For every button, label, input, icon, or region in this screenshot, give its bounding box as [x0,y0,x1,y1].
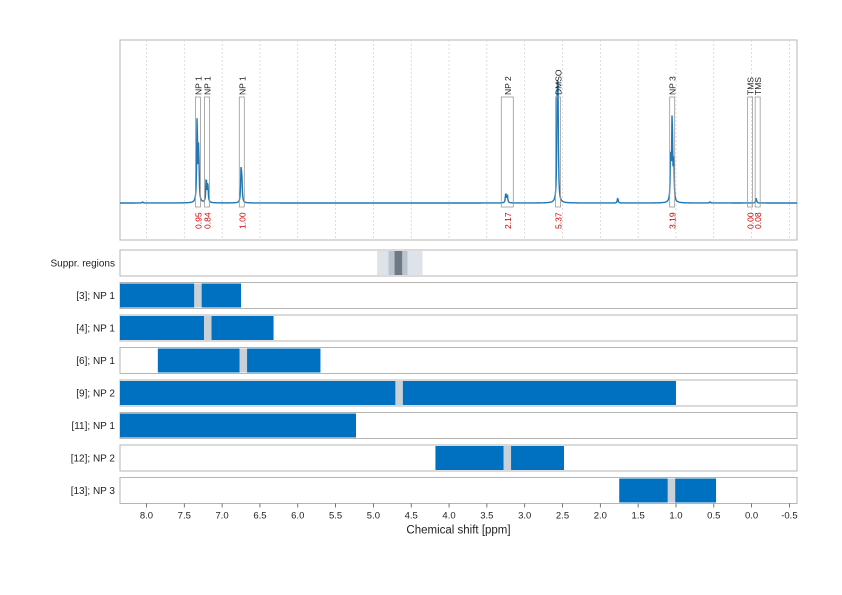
range-row: [3]; NP 1 [76,282,798,309]
range-bar [120,283,242,308]
row-label: Suppr. regions [51,259,116,270]
peak-label: NP 1 [193,76,203,95]
x-axis-label: Chemical shift [ppm] [406,525,510,537]
x-tick-label: 0.0 [745,511,758,522]
peak-label: TMS [746,77,756,95]
row-label: [11]; NP 1 [71,421,115,432]
range-row: [12]; NP 2 [71,444,798,472]
peak-label: NP 1 [202,76,212,95]
row-label: [9]; NP 2 [76,389,115,400]
x-tick-label: 2.5 [556,511,569,522]
x-tick-label: 0.5 [707,511,720,522]
peak-region-box [555,96,561,208]
row-panel [119,249,798,277]
peak-region-box [669,96,676,208]
range-row: [4]; NP 1 [76,314,798,342]
range-marker [194,283,202,308]
range-bar [435,446,565,470]
x-tick-label: 3.0 [518,511,531,522]
peak-label: DMSO [553,69,563,95]
spectrum-panel [119,39,798,241]
peak-annotation: NP 1 0.95 [193,76,203,229]
spectrum-line [120,79,797,204]
row-label: [12]; NP 2 [71,454,116,465]
x-tick-label: 5.5 [329,511,342,522]
range-marker [503,446,512,470]
peak-region-box [204,96,210,208]
x-tick-label: 6.5 [253,511,266,522]
row-label: [3]; NP 1 [76,291,115,302]
x-tick-label: 8.0 [140,511,153,522]
suppression-row: Suppr. regions [51,249,798,277]
range-bar [120,413,357,438]
x-tick-label: 4.0 [442,511,455,522]
range-row: [11]; NP 1 [71,412,798,439]
x-axis: 8.0 7.5 7.0 6.5 6.0 5.5 5.0 4.5 4.0 3.5 3.0 2.5 2.0 1… [140,503,798,537]
suppression-inner [394,251,403,275]
range-marker [395,381,403,405]
peak-annotation: NP 1 0.84 [202,76,212,229]
x-tick-label: 3.5 [480,511,493,522]
x-tick-label: 4.5 [405,511,418,522]
peak-label: NP 1 [237,76,247,95]
integral-value: 1.00 [237,212,247,229]
peak-label: TMS [753,77,763,95]
peak-region-box [747,96,754,208]
range-marker [667,478,676,503]
peak-region-box [238,96,245,208]
x-tick-label: 7.5 [178,511,191,522]
integral-value: 0.00 [746,212,756,229]
x-tick-label: -0.5 [781,511,797,522]
integral-value: 0.08 [753,212,763,229]
peak-annotation: NP 3 3.19 [668,76,678,229]
x-tick-label: 1.5 [632,511,645,522]
row-label: [6]; NP 1 [76,356,115,367]
peak-annotation: DMSO 5.37 [553,69,563,229]
range-marker [239,348,248,373]
integral-value: 0.95 [193,212,203,229]
x-tick-label: 2.0 [594,511,607,522]
integral-value: 2.17 [503,212,513,229]
peak-region-box [754,96,761,208]
range-marker [203,316,212,340]
peak-annotation: TMS 0.08 [753,77,763,229]
peak-region-box [195,96,201,208]
x-tick-label: 6.0 [291,511,304,522]
x-tick-label: 1.0 [669,511,682,522]
range-row: [9]; NP 2 [76,379,798,407]
x-tick-label: 5.0 [367,511,380,522]
row-label: [13]; NP 3 [71,486,116,497]
integral-value: 0.84 [202,212,212,229]
peak-annotations: NP 1 0.95 NP 1 0.84 NP 1 1.00 NP 2 2.17 DMSO 5.37… [193,69,763,229]
peak-annotation: TMS 0.00 [746,77,756,229]
peak-annotation: NP 1 1.00 [237,76,247,229]
integral-value: 5.37 [553,212,563,229]
range-bar [157,348,321,373]
integral-value: 3.19 [668,212,678,229]
grid-lines [146,40,790,240]
range-row: [13]; NP 3 [71,477,798,504]
peak-annotation: NP 2 2.17 [500,76,514,229]
range-bar [120,316,274,340]
peak-label: NP 3 [668,76,678,95]
x-tick-label: 7.0 [216,511,229,522]
range-row: [6]; NP 1 [76,347,798,374]
peak-region-box [500,96,514,208]
row-label: [4]; NP 1 [76,324,115,335]
peak-label: NP 2 [503,76,513,95]
